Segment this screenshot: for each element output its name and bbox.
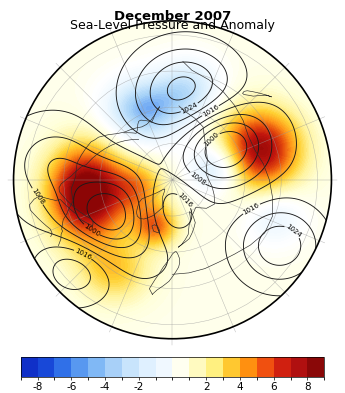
Text: 1008: 1008: [188, 171, 206, 187]
Text: 1016: 1016: [73, 248, 92, 261]
Text: 1000: 1000: [203, 130, 220, 147]
Text: 1024: 1024: [284, 223, 302, 239]
Text: 1024: 1024: [180, 101, 199, 115]
Text: December 2007: December 2007: [114, 10, 231, 23]
Text: 1016: 1016: [201, 103, 220, 118]
Text: 1016: 1016: [177, 192, 194, 209]
Text: Sea-Level Pressure and Anomaly: Sea-Level Pressure and Anomaly: [70, 19, 275, 32]
Text: 1000: 1000: [82, 223, 101, 238]
Text: 1008: 1008: [30, 187, 45, 206]
Text: 1016: 1016: [242, 202, 260, 216]
